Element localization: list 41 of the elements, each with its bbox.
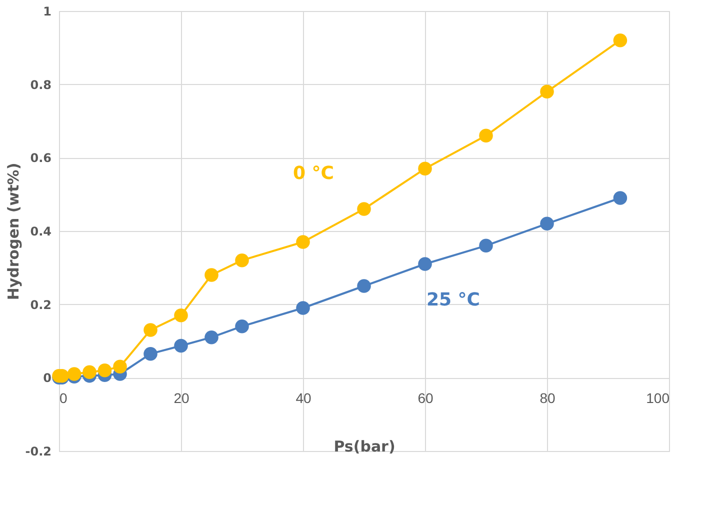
point <box>235 253 249 268</box>
x-axis-title: Ps(bar) <box>334 438 396 456</box>
point <box>296 235 310 249</box>
point <box>418 257 432 271</box>
x-tick-label: 100 <box>646 390 670 406</box>
y-tick-label: 0.8 <box>30 78 52 92</box>
point <box>235 319 249 334</box>
series-label: 25 °C <box>426 290 480 311</box>
y-tick-label: 0.2 <box>30 298 52 312</box>
point <box>479 128 493 143</box>
point <box>540 216 554 231</box>
y-tick-label: 0.6 <box>30 151 52 166</box>
x-tick-label: 40 <box>296 390 312 406</box>
point <box>174 308 188 322</box>
point <box>296 301 310 315</box>
y-tick-label: 1 <box>43 4 52 18</box>
point <box>98 363 112 378</box>
point <box>204 268 218 282</box>
point <box>613 191 628 205</box>
point <box>113 360 127 374</box>
x-tick-label: 80 <box>540 390 556 406</box>
series-label: 0 °C <box>292 163 334 184</box>
point <box>540 84 554 99</box>
point <box>82 365 96 380</box>
x-tick-label: 0 <box>60 390 68 406</box>
point <box>144 346 158 361</box>
point <box>204 330 218 344</box>
point <box>418 162 432 176</box>
point <box>357 279 371 293</box>
point <box>67 367 82 381</box>
point <box>479 238 493 253</box>
x-tick-label: 20 <box>174 390 190 406</box>
y-tick-label: 0.4 <box>30 224 52 238</box>
y-axis-title: Hydrogen (wt%) <box>4 162 22 300</box>
point <box>144 323 158 337</box>
point <box>174 338 188 353</box>
point <box>613 33 628 48</box>
y-tick-label: 0 <box>43 371 52 386</box>
x-tick-label: 60 <box>418 390 434 406</box>
y-tick-label: -0.2 <box>25 444 52 458</box>
point <box>357 202 371 216</box>
